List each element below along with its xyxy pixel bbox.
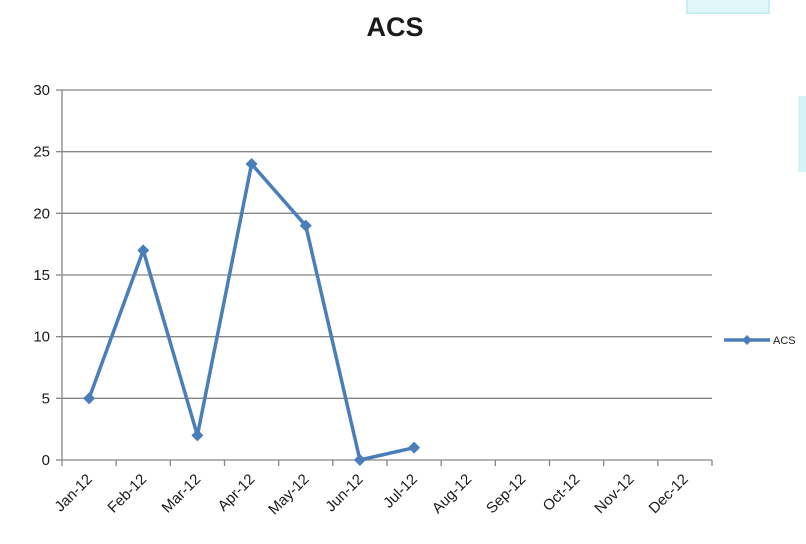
x-tick-label: Jul-12 — [380, 471, 421, 512]
series-line — [87, 162, 415, 462]
x-tick-label: Oct-12 — [540, 471, 584, 515]
x-tick-label: Nov-12 — [591, 471, 637, 517]
data-point — [245, 158, 258, 170]
x-tick-label: Feb-12 — [104, 471, 150, 517]
legend: ACS — [724, 335, 796, 347]
x-tick-label: Mar-12 — [159, 471, 205, 517]
chart-title: ACS — [366, 12, 424, 42]
y-tick-label: 30 — [33, 82, 50, 99]
axes — [56, 89, 713, 466]
data-point — [83, 392, 96, 405]
x-tick-label: Jan-12 — [51, 471, 95, 515]
y-tick-labels: 0 5 10 15 20 25 30 — [33, 82, 50, 469]
legend-label: ACS — [773, 335, 796, 347]
data-point — [191, 429, 204, 442]
y-tick-label: 5 — [42, 390, 50, 407]
legend-marker — [742, 335, 752, 345]
x-tick-label: Apr-12 — [215, 471, 259, 515]
y-tick-label: 15 — [33, 267, 50, 284]
x-tick-label: May-12 — [265, 471, 312, 518]
y-tick-label: 20 — [33, 205, 50, 222]
x-tick-label: Aug-12 — [429, 471, 475, 517]
y-tick-label: 25 — [33, 144, 50, 161]
series-acs — [83, 158, 421, 466]
gridlines — [62, 89, 712, 399]
data-point — [299, 219, 312, 232]
y-tick-label: 10 — [33, 329, 50, 346]
data-point — [137, 244, 150, 257]
data-point — [353, 454, 366, 466]
x-tick-label: Sep-12 — [483, 471, 529, 517]
x-tick-label: Dec-12 — [646, 471, 692, 517]
decorative-shape-right — [798, 96, 806, 172]
y-tick-label: 0 — [42, 452, 50, 469]
data-point — [408, 441, 421, 454]
x-tick-label: Jun-12 — [322, 471, 366, 515]
decorative-shape-top — [686, 0, 770, 14]
x-tick-labels: Jan-12 Feb-12 Mar-12 Apr-12 May-12 Jun-12 Jul-… — [51, 471, 691, 518]
